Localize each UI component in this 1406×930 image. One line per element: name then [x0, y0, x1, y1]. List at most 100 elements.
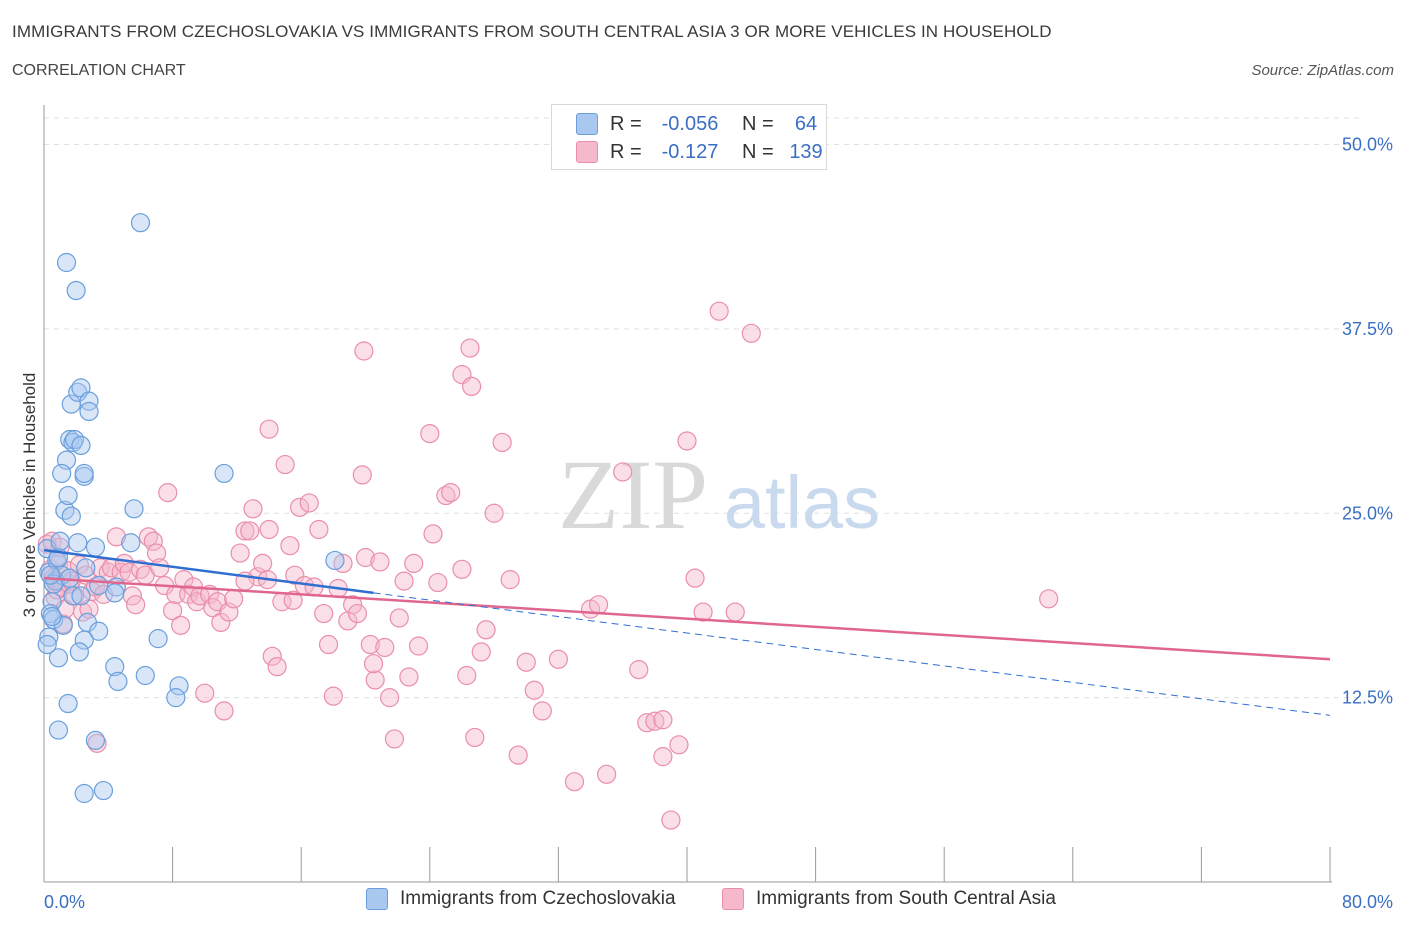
data-point-south-central-asia [669, 735, 689, 755]
data-point-south-central-asia [299, 493, 319, 513]
data-point-czechoslovakia [39, 627, 59, 647]
legend-n-value: 139 [789, 140, 823, 163]
watermark: ZIP atlas [558, 439, 880, 550]
y-tick-label: 37.5% [1342, 319, 1393, 339]
data-point-south-central-asia [143, 531, 163, 551]
data-point-south-central-asia [259, 419, 279, 439]
data-point-south-central-asia [524, 680, 544, 700]
data-point-south-central-asia [645, 711, 665, 731]
data-point-south-central-asia [253, 553, 273, 574]
data-point-czechoslovakia [40, 603, 61, 624]
data-point-south-central-asia [725, 602, 745, 622]
bottom-legend-south-central-asia: Immigrants from South Central Asia [722, 888, 1056, 910]
data-point-south-central-asia [516, 652, 536, 672]
data-point-czechoslovakia [93, 780, 114, 801]
data-point-south-central-asia [211, 612, 231, 633]
data-point-south-central-asia [613, 462, 633, 482]
data-point-south-central-asia [283, 590, 303, 610]
data-point-czechoslovakia [135, 665, 155, 686]
data-point-south-central-asia [1039, 589, 1059, 609]
data-point-south-central-asia [629, 659, 649, 680]
data-point-czechoslovakia [166, 688, 186, 708]
data-point-south-central-asia [457, 665, 477, 686]
data-point-czechoslovakia [61, 506, 81, 526]
data-point-south-central-asia [363, 654, 384, 674]
data-point-south-central-asia [230, 543, 250, 563]
data-point-south-central-asia [262, 646, 282, 666]
x-tick-label: 80.0% [1342, 892, 1393, 912]
data-point-south-central-asia [119, 562, 139, 582]
data-point-czechoslovakia [66, 280, 86, 301]
data-point-south-central-asia [564, 772, 585, 792]
data-point-czechoslovakia [74, 783, 94, 804]
watermark-zip: ZIP [558, 439, 708, 550]
data-point-czechoslovakia [85, 537, 106, 557]
data-point-czechoslovakia [63, 586, 83, 606]
data-point-south-central-asia [384, 729, 405, 749]
watermark-atlas: atlas [724, 461, 880, 544]
data-point-south-central-asia [677, 431, 697, 451]
data-point-czechoslovakia [169, 676, 189, 696]
data-point-south-central-asia [508, 745, 528, 765]
data-point-south-central-asia [380, 688, 400, 708]
legend-r-value: -0.127 [661, 140, 719, 163]
data-point-czechoslovakia [37, 634, 57, 655]
legend-n-label: N = [742, 112, 774, 135]
data-point-czechoslovakia [74, 463, 94, 484]
data-point-south-central-asia [661, 810, 681, 830]
data-point-czechoslovakia [124, 499, 144, 519]
data-point-south-central-asia [492, 432, 512, 453]
data-point-south-central-asia [548, 649, 569, 669]
data-point-south-central-asia [653, 710, 673, 730]
bottom-legend-label: Immigrants from South Central Asia [756, 888, 1056, 909]
y-axis-label: 3 or more Vehicles in Household [20, 372, 39, 618]
data-point-south-central-asia [597, 764, 617, 784]
legend-r-label: R = [610, 140, 642, 163]
data-point-south-central-asia [460, 338, 480, 358]
bottom-legend-swatch-pink [722, 888, 744, 910]
y-tick-label: 25.0% [1342, 503, 1393, 523]
data-point-south-central-asia [224, 589, 244, 609]
data-point-czechoslovakia [48, 648, 69, 668]
y-tick-label: 12.5% [1342, 688, 1393, 708]
data-point-czechoslovakia [69, 642, 89, 662]
data-point-south-central-asia [163, 600, 183, 621]
data-point-south-central-asia [240, 521, 260, 541]
y-tick-label: 50.0% [1342, 135, 1393, 155]
data-point-south-central-asia [420, 424, 440, 444]
data-point-czechoslovakia [105, 583, 125, 603]
data-point-south-central-asia [150, 558, 170, 578]
data-point-south-central-asia [484, 503, 504, 523]
trend-lines [43, 548, 1331, 716]
data-point-czechoslovakia [79, 391, 99, 411]
data-point-south-central-asia [399, 667, 419, 687]
data-point-south-central-asia [461, 376, 482, 396]
series-czechoslovakia [37, 213, 345, 804]
tick-labels: 12.5% 25.0% 37.5% 50.0% 0.0% 80.0% [44, 135, 1393, 913]
data-point-south-central-asia [318, 634, 339, 655]
data-point-czechoslovakia [130, 213, 151, 233]
data-point-czechoslovakia [56, 252, 77, 273]
data-point-south-central-asia [314, 603, 334, 624]
legend-row-czechoslovakia: R = -0.056 N = 64 [576, 111, 826, 137]
legend-n-label: N = [742, 140, 774, 163]
x-tick-label: 0.0% [44, 892, 85, 912]
data-point-south-central-asia [352, 465, 372, 485]
bottom-legend-swatch-blue [366, 888, 388, 910]
data-point-south-central-asia [709, 301, 729, 321]
data-point-czechoslovakia [325, 550, 345, 571]
data-point-south-central-asia [693, 602, 713, 622]
data-point-south-central-asia [465, 727, 485, 748]
data-point-czechoslovakia [71, 586, 91, 606]
data-point-czechoslovakia [108, 671, 128, 692]
legend-swatch-pink [576, 141, 598, 163]
legend-n-value: 64 [794, 112, 818, 135]
data-point-south-central-asia [500, 570, 520, 590]
data-point-south-central-asia [309, 519, 329, 540]
data-point-south-central-asia [404, 553, 424, 574]
series-south-central-asia [37, 301, 1059, 830]
data-point-south-central-asia [214, 701, 234, 721]
axes [43, 105, 1332, 883]
trend-line-czechoslovakia [43, 548, 374, 595]
data-point-south-central-asia [289, 497, 310, 517]
